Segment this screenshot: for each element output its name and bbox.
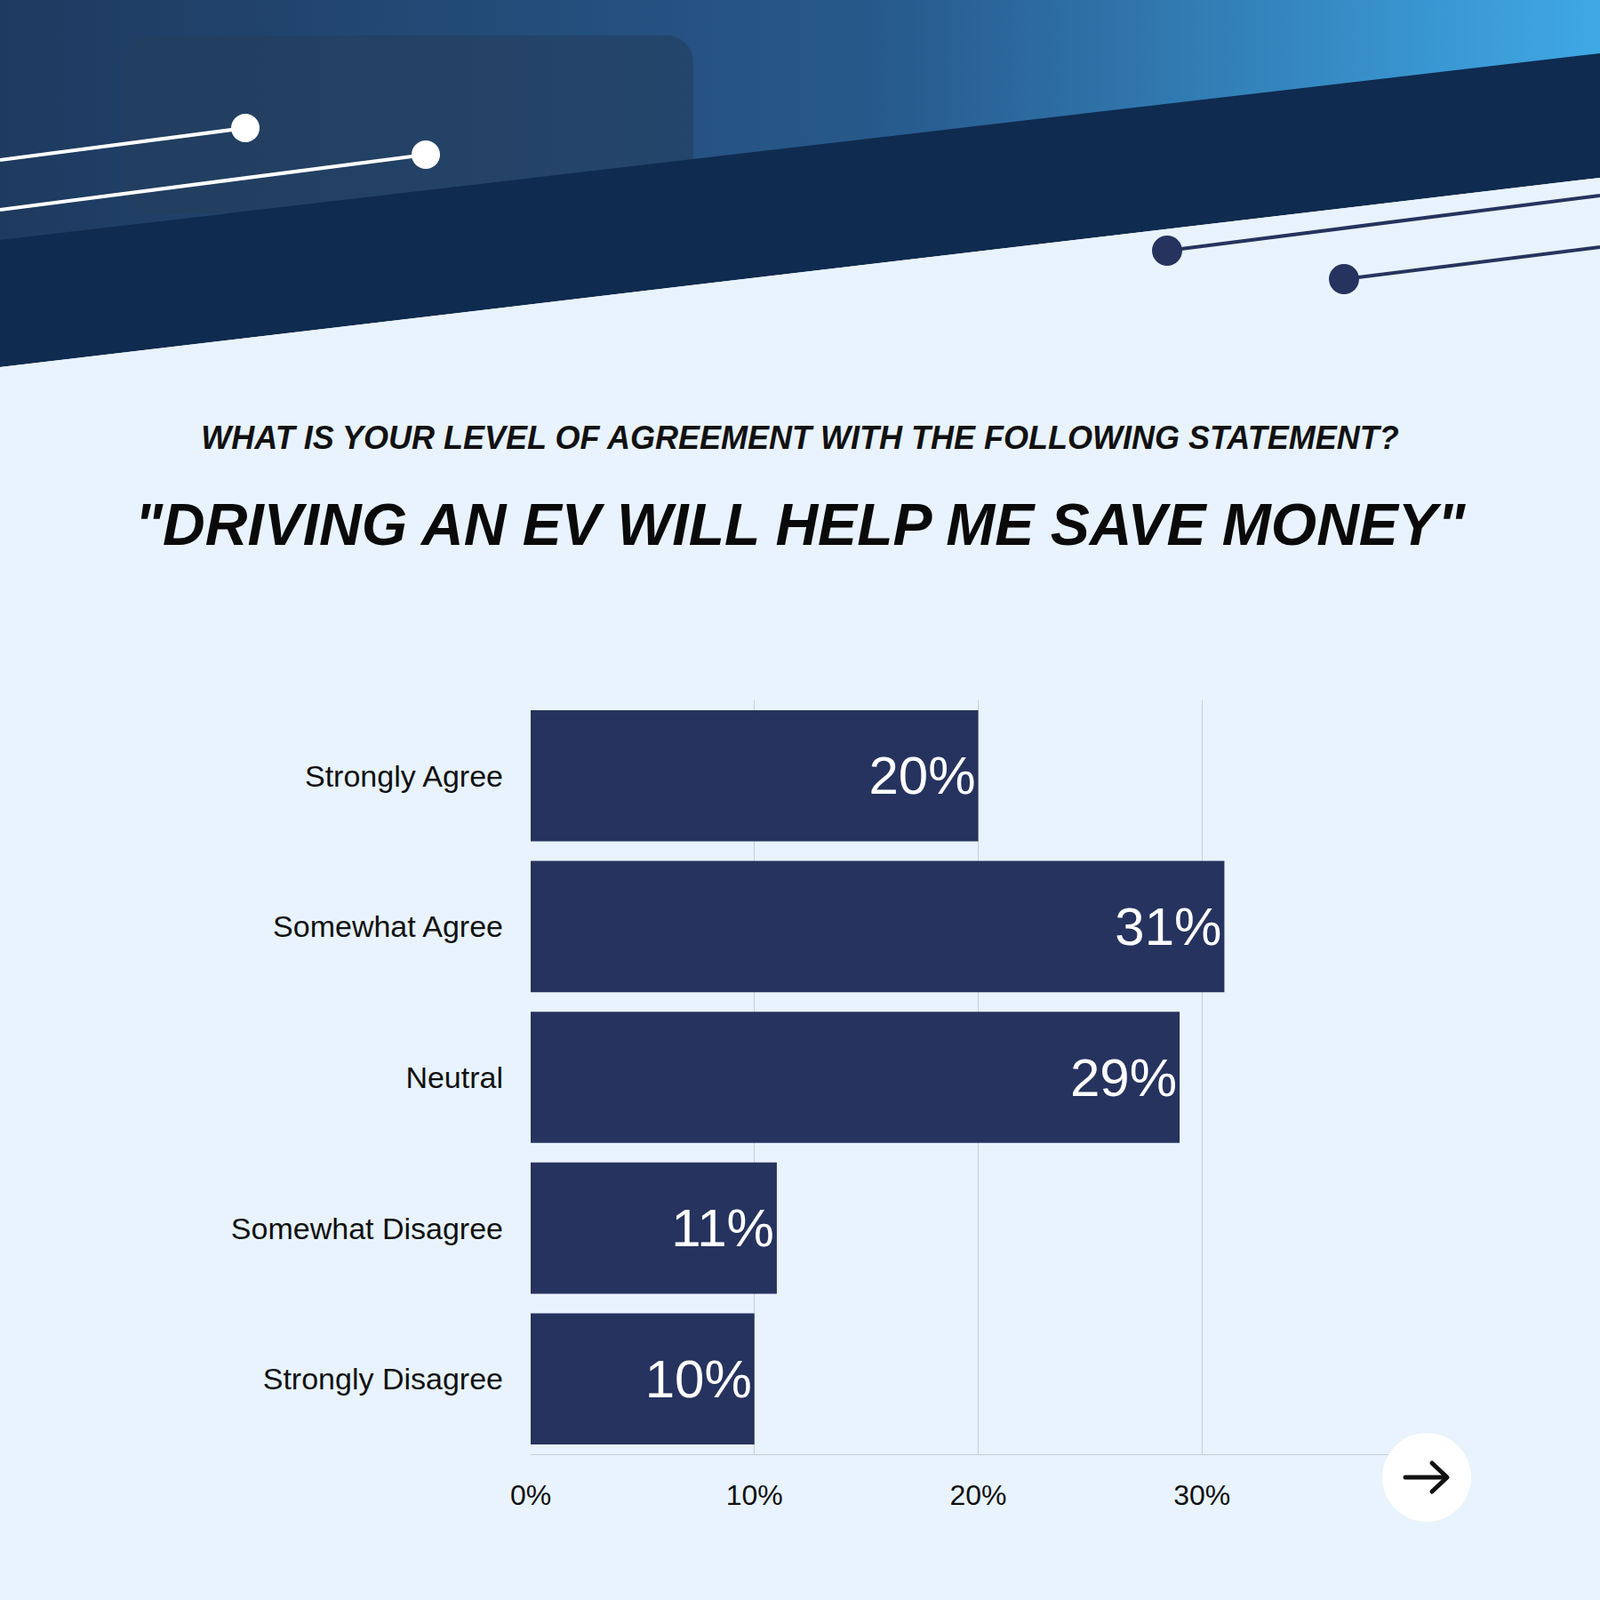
- svg-text:Strongly Disagree: Strongly Disagree: [263, 1361, 504, 1396]
- svg-text:Strongly Agree: Strongly Agree: [304, 759, 504, 793]
- html-text:WHAT IS YOUR LEVEL OF AGREEMEN: WHAT IS YOUR LEVEL OF AGREEMENT WITH THE…: [201, 419, 1399, 456]
- svg-text:31%: 31%: [1114, 896, 1222, 957]
- svg-text:Somewhat Agree: Somewhat Agree: [272, 909, 504, 944]
- svg-text:10%: 10%: [726, 1479, 784, 1512]
- svg-text:11%: 11%: [671, 1198, 775, 1258]
- svg-text:Somewhat Disagree: Somewhat Disagree: [231, 1211, 504, 1246]
- svg-text:Neutral: Neutral: [405, 1060, 504, 1095]
- svg-text:29%: 29%: [1070, 1048, 1177, 1108]
- svg-text:0%: 0%: [510, 1479, 552, 1512]
- svg-text:10%: 10%: [645, 1349, 752, 1409]
- svg-text:20%: 20%: [868, 745, 976, 806]
- html-text:"DRIVING AN EV WILL HELP ME SA: "DRIVING AN EV WILL HELP ME SAVE MONEY": [134, 491, 1466, 558]
- svg-text:30%: 30%: [1173, 1479, 1231, 1512]
- svg-text:20%: 20%: [949, 1479, 1007, 1512]
